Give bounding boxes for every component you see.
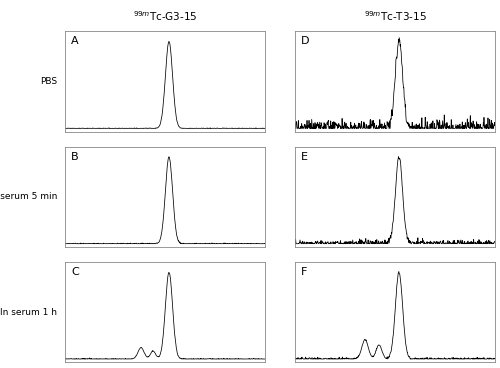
- Text: $^{99m}$Tc-G3-15: $^{99m}$Tc-G3-15: [132, 9, 198, 22]
- Text: In serum 1 h: In serum 1 h: [0, 308, 58, 317]
- Text: F: F: [301, 267, 308, 277]
- Text: E: E: [301, 152, 308, 162]
- Text: In serum 5 min: In serum 5 min: [0, 192, 58, 201]
- Text: $^{99m}$Tc-T3-15: $^{99m}$Tc-T3-15: [364, 9, 426, 22]
- Text: PBS: PBS: [40, 77, 58, 86]
- Text: D: D: [301, 36, 310, 46]
- Text: A: A: [71, 36, 78, 46]
- Text: B: B: [71, 152, 78, 162]
- Text: C: C: [71, 267, 79, 277]
